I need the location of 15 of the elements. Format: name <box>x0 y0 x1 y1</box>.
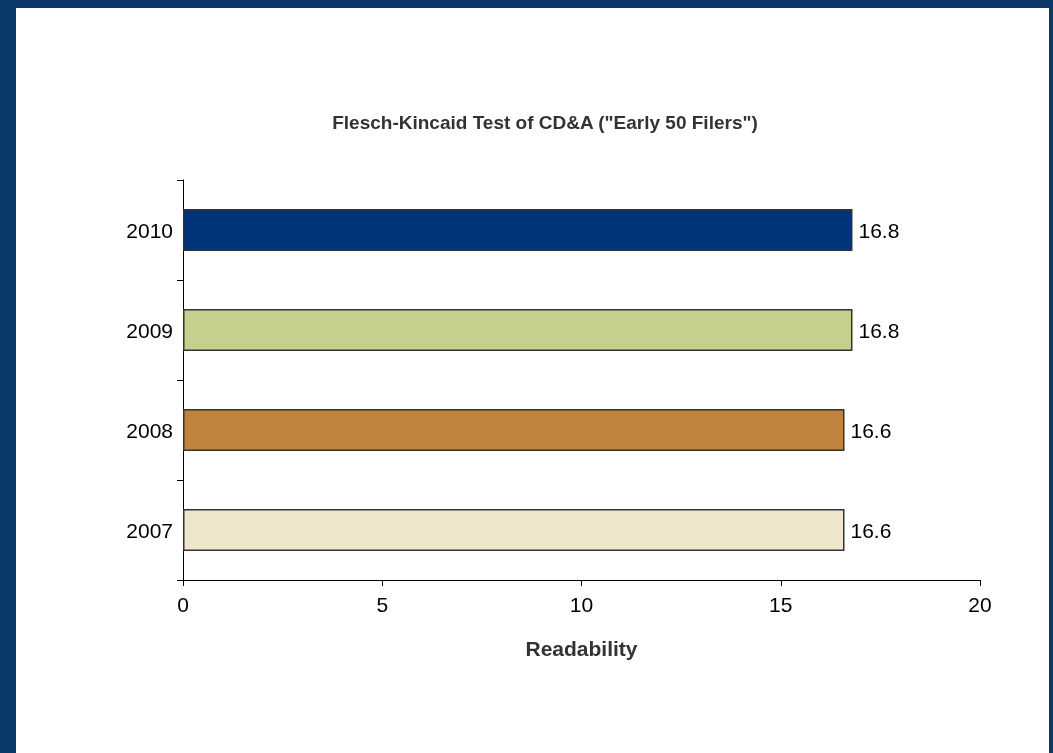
y-tick-label: 2009 <box>126 318 173 342</box>
data-label: 16.8 <box>858 218 900 242</box>
x-tick-label: 0 <box>177 593 189 616</box>
chart-title: Flesch-Kincaid Test of CD&A ("Early 50 Filers") <box>332 112 758 133</box>
x-tick-label: 20 <box>968 593 992 616</box>
data-label: 16.6 <box>850 518 892 542</box>
data-label: 16.8 <box>858 318 900 342</box>
x-axis-title: Readability <box>525 637 638 660</box>
data-label: 16.6 <box>850 418 892 442</box>
y-tick-label: 2008 <box>126 418 173 442</box>
x-tick-label: 15 <box>769 593 793 616</box>
x-tick-label: 5 <box>376 593 389 616</box>
y-tick-label: 2007 <box>126 518 173 542</box>
x-tick-label: 10 <box>569 593 594 616</box>
y-tick-label: 2010 <box>126 218 173 242</box>
